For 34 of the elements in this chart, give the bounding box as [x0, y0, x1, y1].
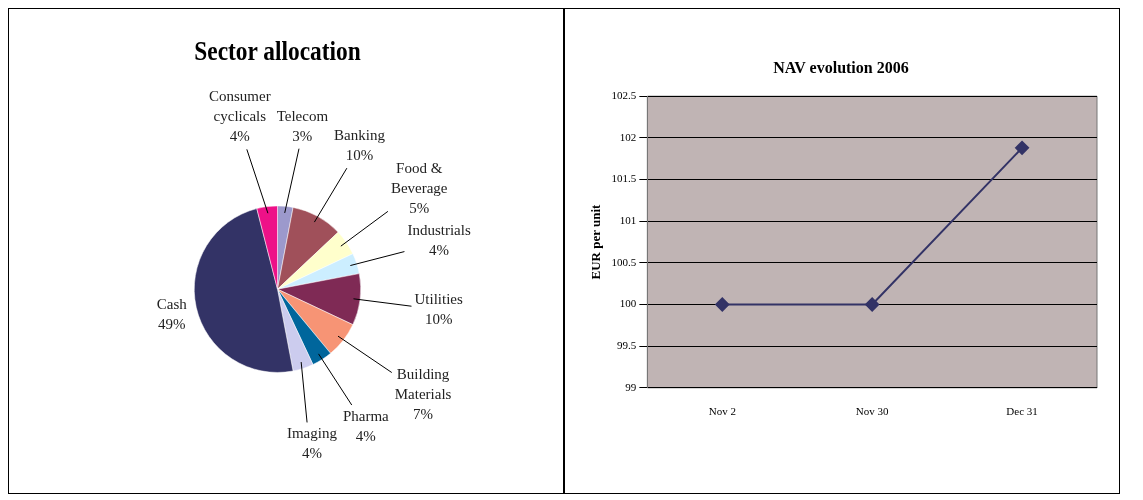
y-tick-label: 99.5	[617, 339, 637, 352]
slice-label: Cash	[156, 295, 188, 312]
slice-label: Food & Beverage	[390, 160, 448, 197]
data-label: 49%	[158, 315, 186, 332]
x-tick-label: Nov 2	[708, 405, 736, 418]
chart-title: NAV evolution 2006	[773, 58, 909, 76]
slice-label: Industrials	[407, 222, 471, 239]
data-label: 4%	[429, 242, 450, 259]
x-tick-label: Nov 30	[855, 405, 890, 418]
data-label: 4%	[301, 445, 322, 462]
slice-label: Imaging	[286, 425, 338, 442]
data-label: 10%	[345, 147, 374, 164]
data-label: 3%	[292, 127, 313, 144]
y-tick-label: 102.5	[611, 89, 637, 102]
x-tick-label: Dec 31	[1006, 405, 1038, 418]
y-tick-label: 100	[619, 297, 637, 310]
data-label: 4%	[355, 427, 376, 444]
y-tick-label: 101	[619, 214, 637, 227]
slice-label: Utilities	[414, 290, 463, 307]
y-tick-label: 101.5	[611, 172, 637, 185]
slice-label: Banking	[334, 127, 386, 144]
data-label: 10%	[424, 310, 453, 327]
slice-label: Telecom	[276, 107, 329, 124]
slice-label: Consumer cyclicals	[208, 88, 271, 125]
y-tick-label: 102	[619, 130, 637, 143]
y-tick-label: 100.5	[611, 255, 637, 268]
data-label: 4%	[229, 128, 250, 145]
chart-title: Sector allocation	[194, 35, 361, 66]
data-label: 7%	[413, 406, 434, 423]
slice-label: Pharma	[342, 407, 390, 424]
slice-label: Building Materials	[394, 366, 452, 403]
y-axis-title: EUR per unit	[588, 203, 604, 280]
y-tick-label: 99	[625, 380, 637, 393]
data-label: 5%	[409, 200, 430, 217]
